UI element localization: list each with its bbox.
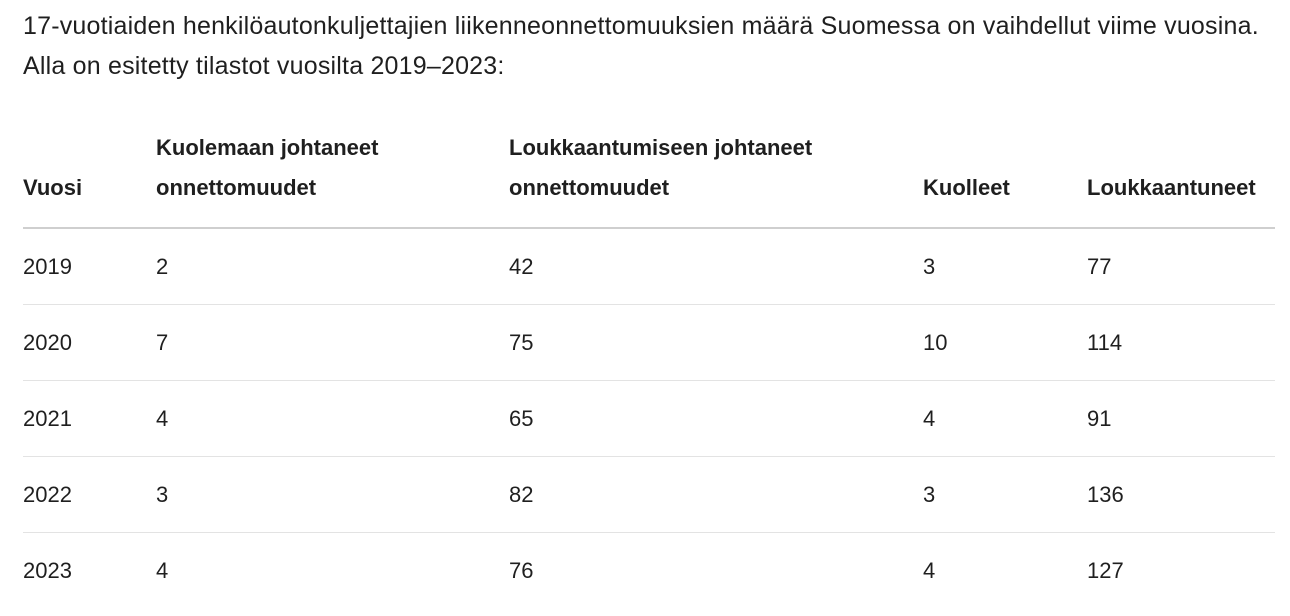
table-row: 2023 4 76 4 127	[23, 533, 1275, 609]
cell-year: 2021	[23, 380, 156, 457]
cell-year: 2019	[23, 228, 156, 305]
cell-fatal-accidents: 4	[156, 557, 169, 583]
cell-deaths: 3	[923, 456, 1087, 533]
cell-injured: 127	[1087, 557, 1124, 583]
table-row: 2020 7 75 10 114	[23, 304, 1275, 381]
cell-injury-accidents: 82	[509, 456, 923, 533]
cell-fatal-accidents: 4	[156, 380, 509, 457]
header-year: Vuosi	[23, 128, 156, 229]
cell-deaths: 3	[923, 228, 1087, 305]
cell-year: 2020	[23, 304, 156, 381]
accident-statistics-table: Vuosi Kuolemaan johtaneet onnettomuudet …	[23, 128, 1275, 608]
intro-paragraph: 17-vuotiaiden henkilöautonkuljettajien l…	[23, 12, 1259, 80]
cell-year: 2022	[23, 456, 156, 533]
cell-deaths: 4	[923, 380, 1087, 457]
header-injury-accidents: Loukkaantumiseen johtaneet onnettomuudet	[509, 128, 923, 229]
header-deaths: Kuolleet	[923, 128, 1087, 229]
cell-injured: 114	[1087, 304, 1275, 381]
cell-fatal-accidents: 7	[156, 304, 509, 381]
cell-fatal-accidents: 2	[156, 228, 509, 305]
cell-deaths: 4	[923, 557, 936, 583]
cell-injured: 136	[1087, 456, 1275, 533]
header-row: Vuosi Kuolemaan johtaneet onnettomuudet …	[23, 128, 1275, 229]
header-injured: Loukkaantuneet	[1087, 128, 1275, 229]
table-row: 2022 3 82 3 136	[23, 456, 1275, 533]
table-header: Vuosi Kuolemaan johtaneet onnettomuudet …	[23, 128, 1275, 229]
table-body: 2019 2 42 3 77 2020 7 75 10 114 2021 4 6…	[23, 228, 1275, 608]
header-fatal-accidents: Kuolemaan johtaneet onnettomuudet	[156, 128, 509, 229]
table-row: 2021 4 65 4 91	[23, 380, 1275, 457]
cell-injury-accidents: 65	[509, 380, 923, 457]
cell-injured: 77	[1087, 228, 1275, 305]
table-row: 2019 2 42 3 77	[23, 228, 1275, 305]
cell-injury-accidents: 75	[509, 304, 923, 381]
cell-fatal-accidents: 3	[156, 456, 509, 533]
cell-injured: 91	[1087, 380, 1275, 457]
cell-injury-accidents: 76	[509, 557, 534, 583]
cell-injury-accidents: 42	[509, 228, 923, 305]
cell-deaths: 10	[923, 304, 1087, 381]
cell-year: 2023	[23, 557, 72, 583]
